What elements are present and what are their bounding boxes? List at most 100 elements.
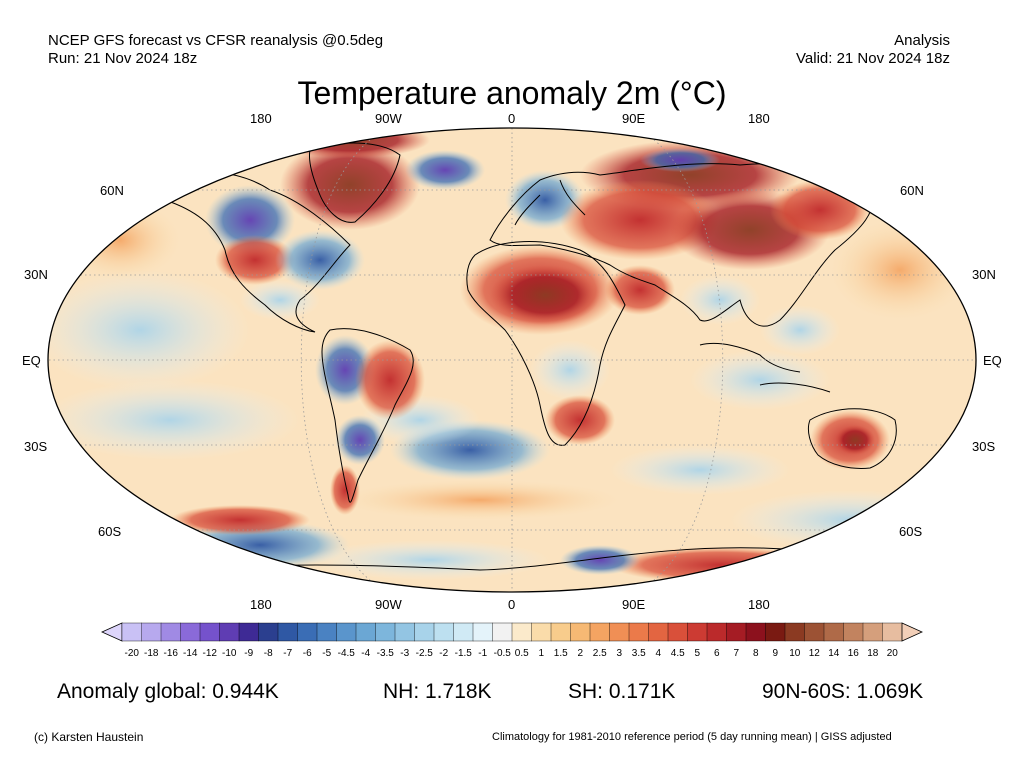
colorbar-tick-label: -3.5 [377,648,395,659]
colorbar-cell [609,622,630,642]
colorbar-tick-label: 6 [714,648,720,659]
colorbar-cell [355,622,376,642]
colorbar-tick-label: -1 [478,648,487,659]
lon-label-180-bottom: 180 [250,597,272,612]
colorbar-tick-label: -10 [222,648,237,659]
colorbar-cell [219,622,240,642]
colorbar-tick-label: -4 [361,648,370,659]
colorbar-cell [277,622,298,642]
colorbar-cell [414,622,435,642]
colorbar-cell [433,622,454,642]
colorbar-tick-label: 2 [577,648,583,659]
colorbar-cell [862,622,883,642]
lon-label-0-top: 0 [508,111,516,126]
colorbar-cell [784,622,805,642]
colorbar-tick-label: -6 [303,648,312,659]
colorbar-cell [375,622,396,642]
colorbar-tick-label: 3 [616,648,622,659]
colorbar-cell [531,622,552,642]
colorbar-tick-label: 1.5 [554,648,568,659]
colorbar-tick-label: -5 [322,648,331,659]
lon-label-180e-top: 180 [748,111,770,126]
colorbar-min-arrow [101,622,123,642]
lon-label-90e-top: 90E [622,111,646,126]
colorbar-tick-label: 4.5 [671,648,685,659]
lat-label-30n-right: 30N [972,267,996,282]
colorbar-tick-label: 1 [538,648,544,659]
colorbar: -20 -18 -16 -1 4 -12 -10 -9 -8 -7 -6 -5 -4.5 -4 -3.5 -3… [101,622,923,659]
colorbar-cell [336,622,357,642]
colorbar-cell [511,622,532,642]
colorbar-cell [745,622,766,642]
climatology-note: Climatology for 1981-2010 reference peri… [492,731,892,743]
lon-label-180-top: 180 [250,111,272,126]
colorbar-tick-label: 12 [809,648,821,659]
stat-sh: SH: 0.171K [568,680,676,703]
colorbar-cell [706,622,727,642]
colorbar-tick-label: 18 [867,648,879,659]
map-title: Temperature anomaly 2m (°C) [297,75,727,111]
graticule [48,128,976,592]
stat-90n-60s: 90N-60S: 1.069K [762,680,924,703]
stat-global: Anomaly global: 0.944K [57,680,279,703]
lat-label-60s-right: 60S [899,524,923,539]
lat-label-eq-right: EQ [983,353,1002,368]
lat-label-30n-left: 30N [24,267,48,282]
colorbar-cell [316,622,337,642]
colorbar-tick-label: -18 [144,648,159,659]
colorbar-tick-label: -2 [439,648,448,659]
colorbar-cell [648,622,669,642]
colorbar-tick-label: 10 [789,648,801,659]
colorbar-tick-label: -9 [244,648,253,659]
colorbar-tick-label: 9 [772,648,778,659]
colorbar-tick-label: 16 [848,648,860,659]
colorbar-tick-label: -7 [283,648,292,659]
colorbar-cell [180,622,201,642]
stat-nh: NH: 1.718K [383,680,492,703]
colorbar-tick-label: 4 [655,648,661,659]
colorbar-cell [687,622,708,642]
lon-label-90w-bottom: 90W [375,597,402,612]
analysis-label: Analysis [894,32,950,49]
colorbar-max-arrow [901,622,923,642]
colorbar-cell [121,622,142,642]
colorbar-cell [570,622,591,642]
lat-label-30s-right: 30S [972,439,996,454]
lon-label-90w-top: 90W [375,111,402,126]
lat-label-60n-left: 60N [100,183,124,198]
credit-text: (c) Karsten Haustein [34,730,144,744]
lon-label-90e-bottom: 90E [622,597,646,612]
colorbar-cell [472,622,493,642]
colorbar-tick-label: -20 [125,648,140,659]
colorbar-cell [492,622,513,642]
colorbar-tick-label: -8 [264,648,273,659]
colorbar-cell [453,622,474,642]
header-left: NCEP GFS forecast vs CFSR reanalysis @0.… [48,32,383,68]
header-right: Analysis Valid: 21 Nov 2024 18z [796,32,950,68]
lon-label-180e-bottom: 180 [748,597,770,612]
colorbar-tick-label: -0.5 [494,648,512,659]
colorbar-cell [628,622,649,642]
colorbar-tick-label: 3.5 [632,648,646,659]
colorbar-cells [121,622,903,642]
colorbar-tick-label: -1.5 [455,648,473,659]
colorbar-tick-label: -2.5 [416,648,434,659]
colorbar-tick-label: 2.5 [593,648,607,659]
colorbar-cell [238,622,259,642]
valid-time: Valid: 21 Nov 2024 18z [796,50,950,67]
colorbar-cell [394,622,415,642]
colorbar-tick-label: 8 [753,648,759,659]
colorbar-tick-label: -12 [203,648,218,659]
colorbar-cell [141,622,162,642]
run-time: Run: 21 Nov 2024 18z [48,50,198,67]
colorbar-tick-label: -3 [400,648,409,659]
colorbar-tick-label: 20 [887,648,899,659]
colorbar-tick-label: -16 [164,648,179,659]
colorbar-tick-label: -4.5 [338,648,356,659]
colorbar-cell [765,622,786,642]
lat-label-30s-left: 30S [24,439,48,454]
colorbar-cell [589,622,610,642]
colorbar-cell [667,622,688,642]
colorbar-cell [258,622,279,642]
model-description: NCEP GFS forecast vs CFSR reanalysis @0.… [48,32,384,49]
